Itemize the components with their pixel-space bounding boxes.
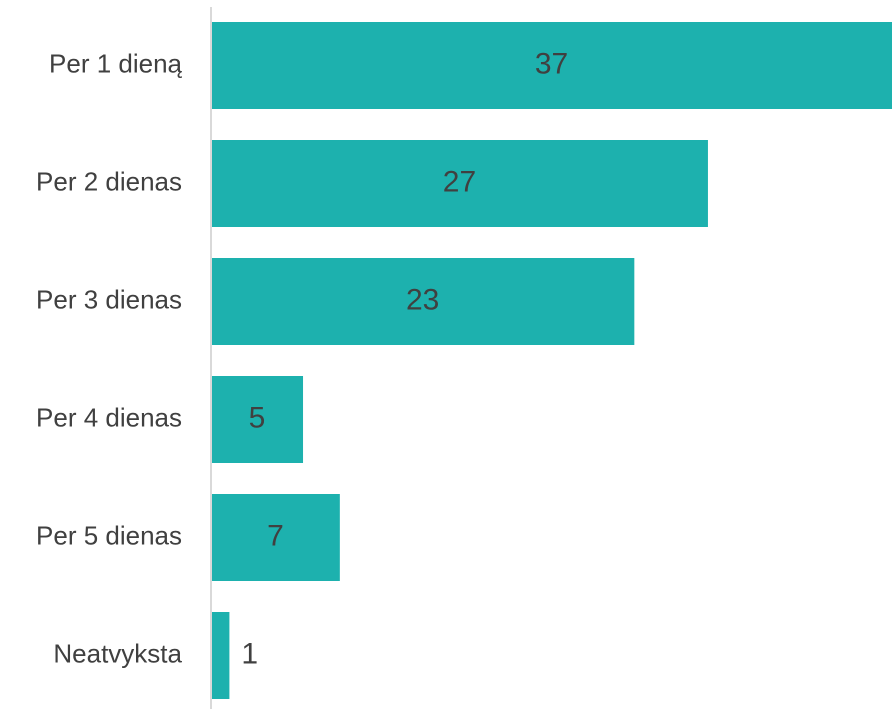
value-label-per-5-dienas: 7 bbox=[267, 519, 284, 552]
bar-per-4-dienas bbox=[211, 376, 304, 463]
value-labels-layer: 37 27 23 5 7 1 bbox=[241, 47, 568, 670]
category-label-per-3-dienas: Per 3 dienas bbox=[36, 284, 182, 314]
bars-layer bbox=[211, 22, 892, 699]
category-label-per-2-dienas: Per 2 dienas bbox=[36, 166, 182, 196]
bar-neatvyksta bbox=[211, 612, 230, 699]
value-label-neatvyksta: 1 bbox=[241, 637, 258, 670]
category-label-per-5-dienas: Per 5 dienas bbox=[36, 520, 182, 550]
bar-per-5-dienas bbox=[211, 494, 340, 581]
bar-per-3-dienas bbox=[211, 258, 635, 345]
category-labels-layer: Per 1 dieną Per 2 dienas Per 3 dienas Per 4… bbox=[36, 48, 183, 668]
bar-per-1-dien bbox=[211, 22, 892, 109]
category-label-per-4-dienas: Per 4 dienas bbox=[36, 402, 182, 432]
value-label-per-1-dien: 37 bbox=[535, 47, 568, 80]
value-label-per-2-dienas: 27 bbox=[443, 165, 476, 198]
value-label-per-3-dienas: 23 bbox=[406, 283, 439, 316]
value-label-per-4-dienas: 5 bbox=[249, 401, 266, 434]
bar-per-2-dienas bbox=[211, 140, 708, 227]
category-label-neatvyksta: Neatvyksta bbox=[53, 638, 182, 668]
category-label-per-1-dien: Per 1 dieną bbox=[49, 48, 183, 78]
